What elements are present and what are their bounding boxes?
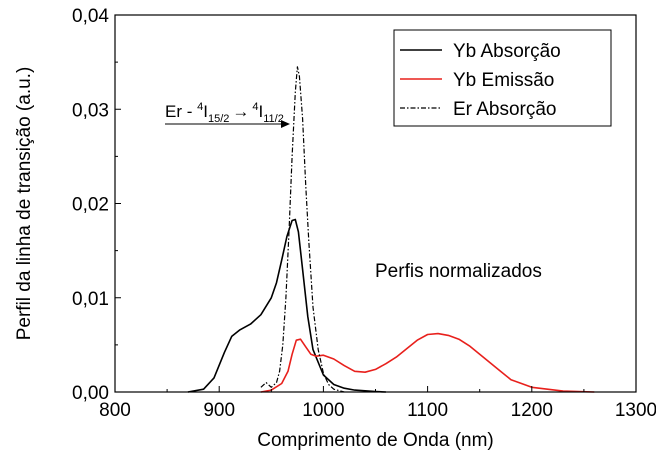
transition-sub-1: 15/2 [208,113,229,125]
y-tick-label: 0,00 [72,383,109,404]
x-tick-label: 1000 [302,400,344,421]
legend-label-yb-absorcao: Yb Absorção [453,41,561,62]
x-tick-label: 1300 [615,400,656,421]
legend-label-yb-emissao: Yb Emissão [453,70,554,91]
x-tick-label: 900 [203,400,235,421]
transition-arrow-head [281,120,290,128]
ticks-layer: 800 900 1000 1100 1200 1300 0,00 0,01 0,02 0,03 0,… [72,6,656,421]
x-tick-label: 1100 [407,400,448,421]
legend-box [393,29,612,127]
series-line-2 [260,66,345,393]
transition-arrow: → [232,102,249,121]
transition-prefix: Er - [165,102,197,121]
normalized-annotation: Perfis normalizados [375,261,542,282]
y-tick-label: 0,02 [72,195,109,216]
x-axis-label: Comprimento de Onda (nm) [257,430,494,451]
transition-sub-2: 11/2 [263,113,284,125]
transition-base-1: I [203,102,208,121]
legend: Yb Absorção Yb Emissão Er Absorção [393,29,612,127]
marks-layer [187,66,595,393]
transition-sup-1: 4 [197,101,203,113]
transition-base-2: I [259,102,264,121]
y-axis-label: Perfil da linha de transição (a.u.) [14,67,35,341]
transition-label: Er - 4I15/2 → 4I11/2 [165,101,284,125]
y-tick-label: 0,01 [72,289,109,310]
x-tick-label: 800 [99,400,131,421]
series-line-1 [260,332,595,393]
series-line-0 [187,218,386,393]
y-tick-label: 0,03 [72,100,109,121]
y-tick-label: 0,04 [72,6,109,27]
legend-label-er-absorcao: Er Absorção [453,99,557,120]
x-tick-label: 1200 [511,400,553,421]
transition-sup-2: 4 [252,101,258,113]
